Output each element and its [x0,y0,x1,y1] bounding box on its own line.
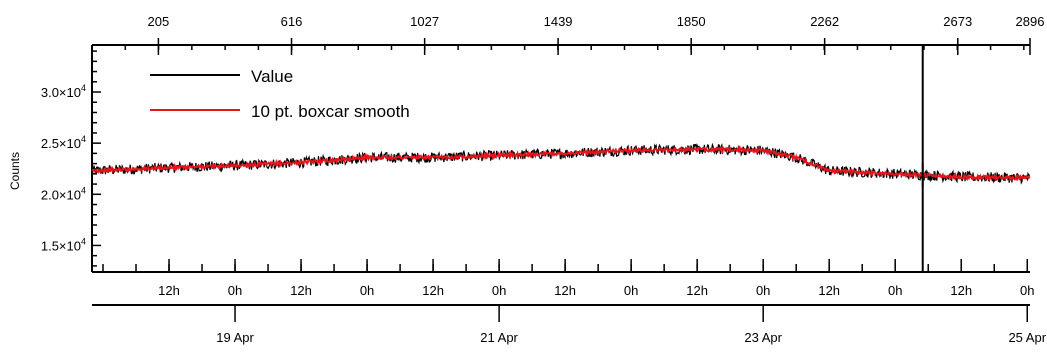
y-tick-label: 2.5×104 [41,134,86,151]
series-line-value [91,142,1031,185]
y-tick-label: 2.0×104 [41,185,86,202]
y-tick-label: 3.0×104 [41,83,86,100]
top-tick-label: 205 [148,14,170,29]
legend-label-value: Value [251,67,293,86]
top-tick-label: 2673 [943,14,972,29]
y-tick-label: 1.5×104 [41,236,86,253]
top-tick-label: 2262 [810,14,839,29]
legend: Value 10 pt. boxcar smooth [150,67,410,121]
date-tick-label: 19 Apr [216,330,254,345]
hour-tick-label: 12h [554,283,576,298]
top-tick-label: 1027 [410,14,439,29]
hour-tick-label: 12h [422,283,444,298]
date-tick-label: 21 Apr [480,330,518,345]
hour-tick-label: 12h [158,283,180,298]
hour-tick-label: 0h [228,283,242,298]
y-axis-title: Counts [8,152,22,190]
hour-tick-label: 0h [756,283,770,298]
hour-tick-label: 0h [492,283,506,298]
top-tick-label: 616 [281,14,303,29]
top-tick-label: 1439 [544,14,573,29]
series-line-smooth [91,144,1031,182]
hour-tick-label: 0h [1020,283,1034,298]
hour-tick-label: 12h [818,283,840,298]
hour-tick-label: 12h [950,283,972,298]
top-tick-label: 2896 [1016,14,1045,29]
hour-tick-label: 0h [624,283,638,298]
top-tick-label: 1850 [677,14,706,29]
date-tick-label: 25 Apr [1008,330,1046,345]
legend-label-smooth: 10 pt. boxcar smooth [251,102,410,121]
date-tick-label: 23 Apr [744,330,782,345]
hour-tick-label: 12h [290,283,312,298]
hour-tick-label: 12h [686,283,708,298]
hour-tick-label: 0h [888,283,902,298]
hour-tick-label: 0h [360,283,374,298]
